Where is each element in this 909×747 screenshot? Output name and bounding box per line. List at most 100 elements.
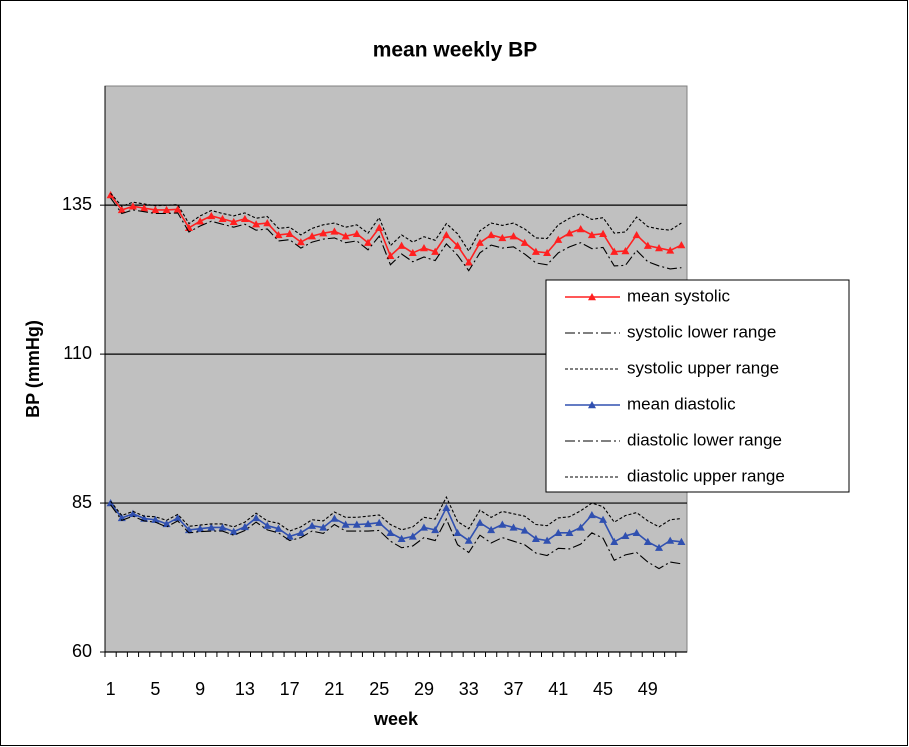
data-point (475, 518, 484, 526)
legend-label: diastolic lower range (627, 430, 782, 449)
data-point (576, 224, 585, 233)
data-point (128, 509, 137, 517)
data-point (240, 522, 249, 531)
legend-box (545, 279, 850, 493)
data-point (453, 241, 462, 249)
data-point (330, 514, 339, 522)
x-tick-label: 25 (369, 679, 389, 699)
data-point (252, 220, 261, 228)
data-point (643, 241, 652, 249)
data-point (419, 523, 428, 531)
data-point (263, 521, 272, 529)
series-line (110, 197, 682, 272)
data-point (475, 238, 484, 246)
data-point (655, 244, 664, 252)
data-point (308, 521, 317, 529)
x-tick-label: 29 (414, 679, 434, 699)
data-point (386, 528, 395, 537)
data-point (621, 531, 630, 540)
data-point (576, 523, 585, 531)
data-point (587, 510, 596, 519)
data-point (632, 528, 641, 537)
data-point (543, 248, 552, 257)
data-point (229, 527, 238, 535)
data-point (252, 513, 261, 522)
data-point (364, 238, 373, 246)
data-point (677, 241, 686, 249)
data-point (117, 205, 126, 214)
data-point (565, 229, 574, 237)
data-point (464, 536, 473, 544)
data-point (207, 523, 216, 531)
data-point (218, 214, 227, 223)
data-point (207, 211, 216, 220)
data-point (531, 534, 540, 542)
x-tick-label: 13 (235, 679, 255, 699)
data-point (599, 229, 608, 237)
x-tick-label: 37 (504, 679, 524, 699)
data-point (498, 233, 507, 242)
data-point (431, 525, 440, 534)
series-line (109, 194, 682, 264)
x-tick-label: 17 (280, 679, 300, 699)
data-point (554, 528, 563, 537)
data-point (632, 230, 641, 239)
data-point (386, 251, 395, 259)
data-point (442, 503, 451, 512)
chart-title: mean weekly BP (373, 39, 538, 62)
data-point (162, 519, 171, 528)
data-point (285, 532, 294, 540)
data-point (543, 536, 552, 544)
legend-marker (588, 401, 596, 409)
x-tick-label: 33 (459, 679, 479, 699)
data-point (610, 537, 619, 545)
y-tick-label: 60 (72, 641, 92, 661)
data-point (408, 532, 417, 540)
data-point (319, 229, 328, 237)
data-point (431, 247, 440, 255)
data-point (173, 205, 182, 213)
data-point (151, 515, 160, 523)
data-point (375, 223, 384, 231)
y-tick-label: 135 (62, 194, 92, 214)
data-point (531, 247, 540, 255)
data-point (520, 526, 529, 534)
x-tick-label: 21 (324, 679, 344, 699)
data-point (140, 204, 149, 212)
data-point (408, 248, 417, 257)
data-point (487, 230, 496, 239)
data-point (319, 523, 328, 531)
data-point (487, 525, 496, 534)
data-point (106, 499, 115, 507)
data-point (218, 523, 227, 531)
legend-label: mean diastolic (627, 394, 736, 413)
data-point (666, 246, 675, 254)
data-point (352, 229, 361, 237)
data-point (643, 537, 652, 545)
legend-label: diastolic upper range (627, 466, 785, 485)
legend-label: systolic upper range (627, 358, 779, 377)
data-point (364, 519, 373, 528)
data-point (285, 229, 294, 237)
data-point (397, 534, 406, 542)
data-point (330, 227, 339, 235)
x-tick-label: 49 (638, 679, 658, 699)
data-point (509, 232, 518, 240)
data-point (621, 247, 630, 255)
data-point (655, 543, 664, 551)
series-line (110, 504, 682, 570)
data-point (341, 520, 350, 528)
data-point (151, 205, 160, 214)
x-axis-label: week (373, 709, 419, 729)
x-tick-label: 41 (548, 679, 568, 699)
data-point (240, 214, 249, 223)
data-point (610, 247, 619, 255)
x-tick-label: 45 (593, 679, 613, 699)
x-tick-label: 9 (195, 679, 205, 699)
data-point (229, 217, 238, 226)
data-point (520, 238, 529, 246)
series-line (110, 495, 682, 532)
data-point (196, 524, 205, 532)
